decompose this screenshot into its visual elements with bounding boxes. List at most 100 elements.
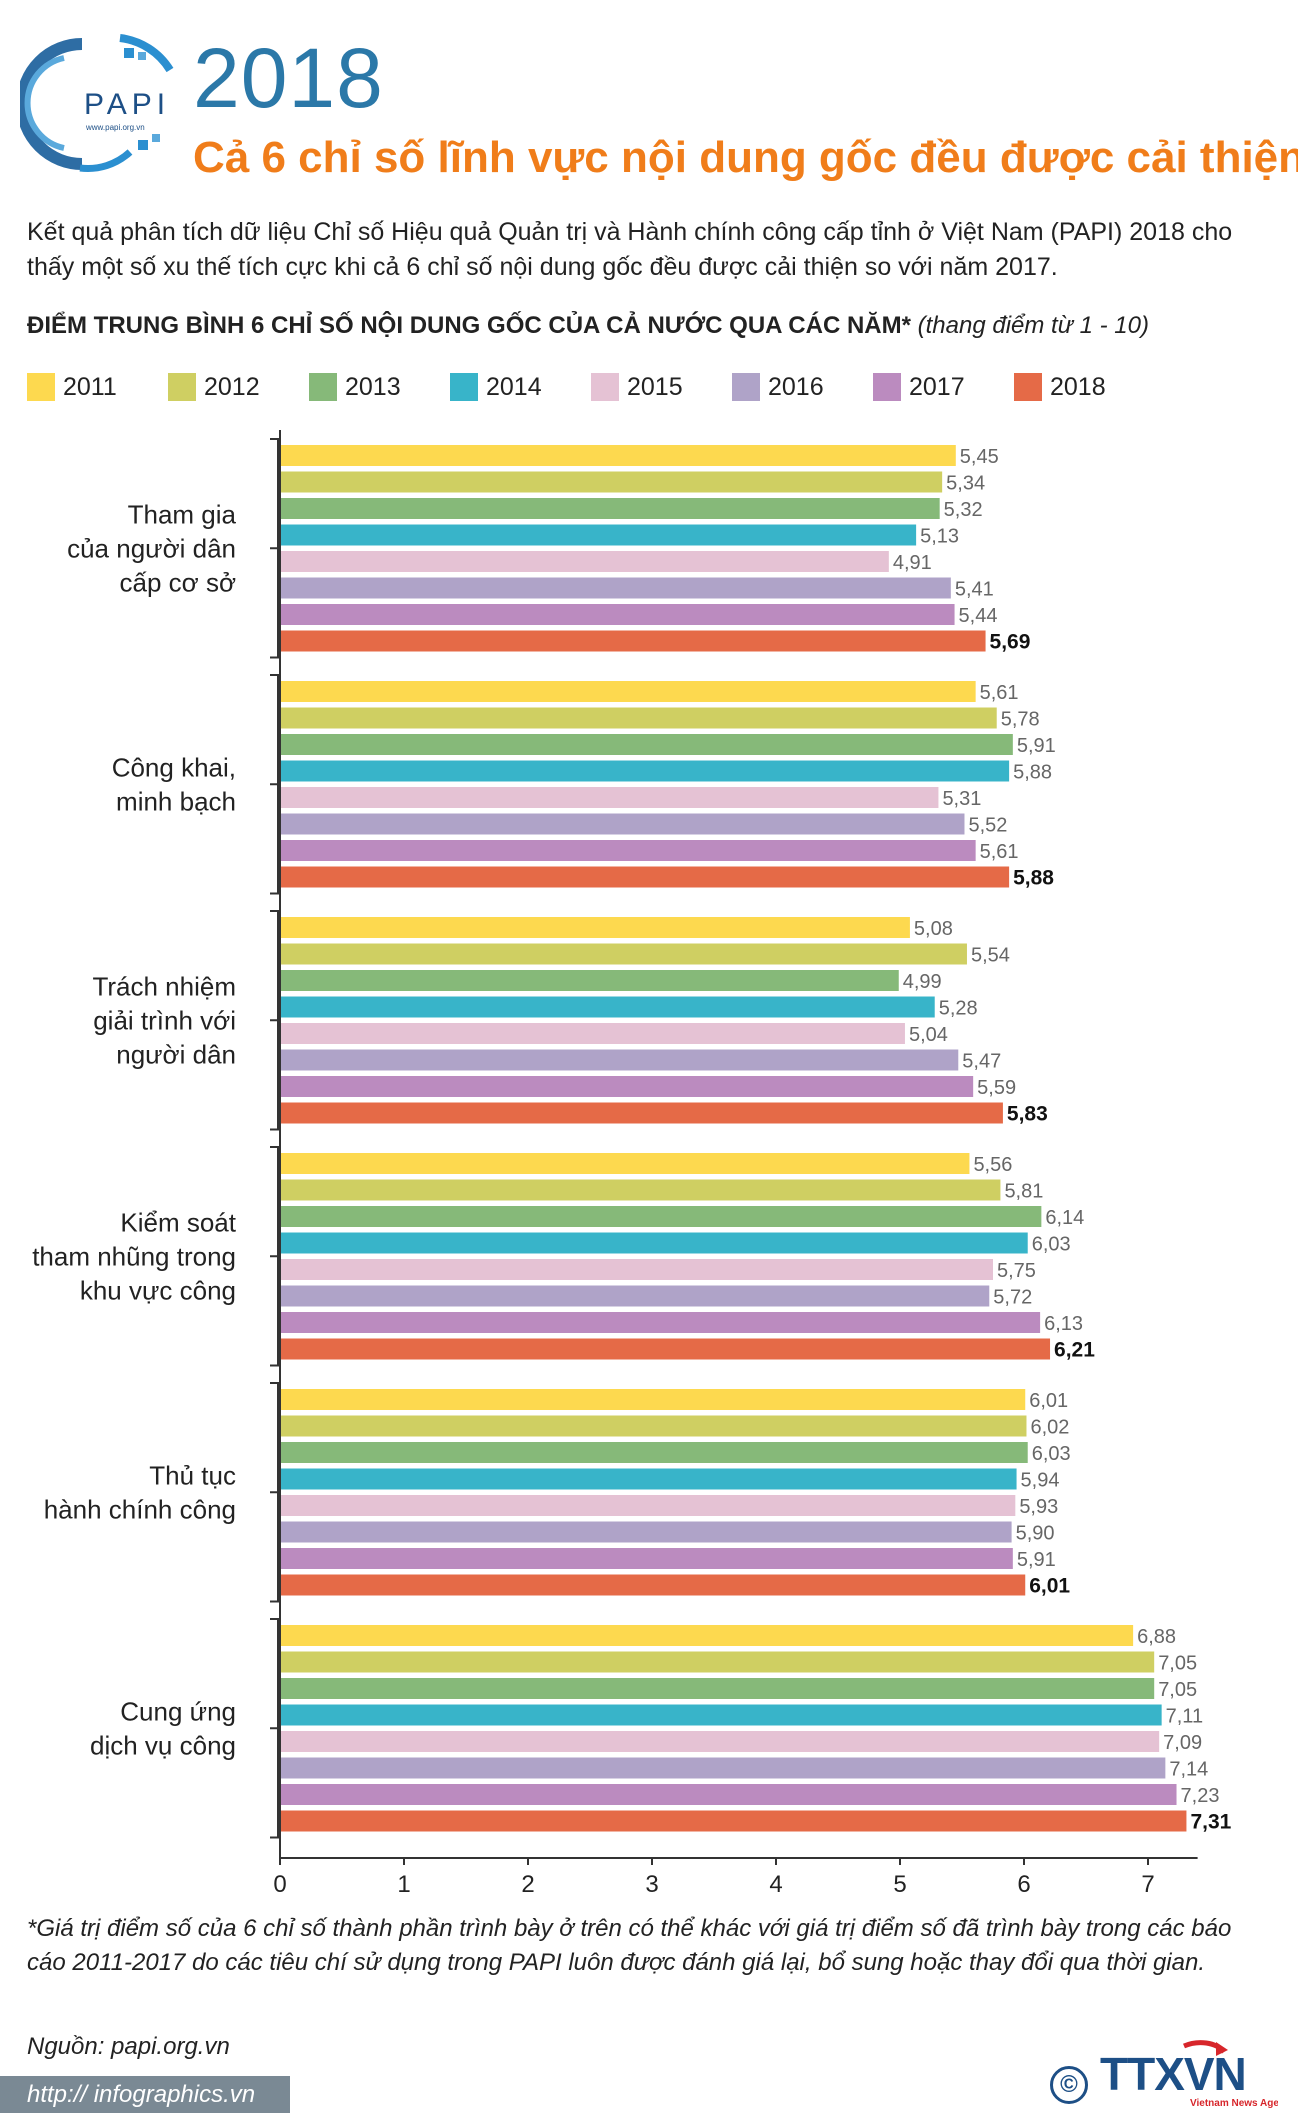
legend-swatch (591, 373, 619, 401)
data-label: 6,02 (1030, 1417, 1069, 1439)
bar-2012 (280, 1179, 1001, 1201)
copyright-icon: © (1050, 2066, 1088, 2104)
ttxvn-logo: TTXVN Vietnam News Agency (1100, 2040, 1278, 2109)
data-label: 5,44 (959, 605, 998, 627)
legend-label: 2018 (1050, 372, 1106, 401)
data-label: 7,09 (1163, 1732, 1202, 1754)
papi-logo: PAPI www.papi.org.vn (20, 34, 174, 172)
legend-swatch (1014, 373, 1042, 401)
data-label: 5,45 (960, 446, 999, 468)
bar-2016 (280, 813, 965, 835)
bar-2013 (280, 1442, 1028, 1463)
data-label: 5,54 (971, 945, 1010, 967)
data-label: 7,11 (1166, 1706, 1203, 1728)
chart-heading: ĐIỂM TRUNG BÌNH 6 CHỈ SỐ NỘI DUNG GỐC CỦ… (27, 312, 1149, 340)
bar-2012 (280, 707, 997, 729)
x-tick-label: 4 (769, 1871, 782, 1898)
bar-2014 (280, 1704, 1162, 1726)
bar-2013 (280, 1678, 1155, 1699)
data-label: 6,14 (1045, 1207, 1084, 1229)
data-label: 5,47 (962, 1051, 1001, 1073)
data-label: 5,69 (990, 631, 1031, 654)
data-label: 5,31 (942, 788, 981, 810)
bar-2017 (280, 1076, 974, 1097)
bar-2013 (280, 1206, 1042, 1227)
x-tick-label: 5 (893, 1871, 906, 1898)
bar-2016 (280, 1757, 1166, 1779)
bar-2015 (280, 551, 889, 572)
bar-2015 (280, 787, 939, 808)
legend-item-2018: 2018 (1014, 370, 1106, 404)
data-label: 5,52 (968, 815, 1007, 837)
legend-label: 2012 (204, 372, 260, 401)
data-label: 5,34 (946, 473, 985, 495)
data-label: 5,08 (914, 918, 953, 940)
legend-item-2015: 2015 (591, 370, 683, 404)
category-label: khu vực công (80, 1275, 236, 1305)
bar-2018 (280, 630, 986, 652)
legend-label: 2014 (486, 372, 542, 401)
group-bracket (270, 674, 279, 895)
data-label: 4,99 (903, 971, 942, 993)
group-bracket (270, 1146, 279, 1367)
bar-2011 (280, 445, 956, 466)
data-label: 5,78 (1001, 709, 1040, 731)
category-label: của người dân (67, 533, 236, 563)
group-bracket (270, 438, 279, 659)
legend-label: 2015 (627, 372, 683, 401)
x-tick-label: 3 (645, 1871, 658, 1898)
bar-2016 (280, 1285, 990, 1307)
bar-2017 (280, 604, 955, 625)
category-label: Tham gia (128, 499, 237, 529)
bar-2015 (280, 1495, 1016, 1516)
source-text: Nguồn: papi.org.vn (27, 2033, 230, 2060)
bar-2017 (280, 840, 976, 861)
data-label: 5,61 (980, 682, 1019, 704)
legend-label: 2017 (909, 372, 965, 401)
category-label: Kiểm soát (120, 1207, 236, 1237)
bar-2011 (280, 1625, 1134, 1646)
data-label: 7,05 (1158, 1653, 1197, 1675)
data-label: 6,03 (1032, 1443, 1071, 1465)
data-label: 5,91 (1017, 735, 1056, 757)
x-tick-label: 6 (1017, 1871, 1030, 1898)
logo-url: www.papi.org.vn (85, 123, 145, 132)
bar-2016 (280, 1521, 1012, 1543)
data-label: 5,56 (973, 1154, 1012, 1176)
bar-2013 (280, 970, 899, 991)
bar-2018 (280, 1810, 1187, 1832)
bar-2014 (280, 760, 1010, 782)
data-label: 6,13 (1044, 1313, 1083, 1335)
legend-label: 2013 (345, 372, 401, 401)
agency-name: TTXVN (1100, 2048, 1246, 2100)
data-label: 7,23 (1181, 1785, 1220, 1807)
category-label: Trách nhiệm (92, 971, 236, 1001)
bar-2017 (280, 1548, 1013, 1569)
legend-item-2012: 2012 (168, 370, 260, 404)
bar-2013 (280, 498, 940, 519)
infographics-url[interactable]: http:// infographics.vn (0, 2076, 290, 2113)
legend-label: 2016 (768, 372, 824, 401)
bar-2014 (280, 1232, 1028, 1254)
chart-legend: 2011 2012 2013 2014 2015 2016 2017 2018 (27, 370, 1277, 404)
data-label: 5,32 (944, 499, 983, 521)
bar-2018 (280, 1574, 1026, 1596)
data-label: 5,83 (1007, 1103, 1048, 1126)
legend-swatch (27, 373, 55, 401)
data-label: 5,28 (939, 998, 978, 1020)
data-label: 6,88 (1137, 1626, 1176, 1648)
data-label: 5,91 (1017, 1549, 1056, 1571)
category-label: Công khai, (112, 752, 236, 782)
bar-chart: Tham gia của người dân cấp cơ sở 5,45 5,34 5,… (32, 430, 1232, 1898)
category-label: minh bạch (116, 786, 236, 816)
bar-2011 (280, 1389, 1026, 1410)
legend-item-2011: 2011 (27, 370, 117, 404)
legend-item-2014: 2014 (450, 370, 542, 404)
group-bracket (270, 910, 279, 1131)
data-label: 5,81 (1004, 1181, 1043, 1203)
bar-2018 (280, 1102, 1003, 1124)
data-label: 5,59 (977, 1077, 1016, 1099)
data-label: 7,05 (1158, 1679, 1197, 1701)
data-label: 7,31 (1190, 1811, 1231, 1834)
data-label: 5,41 (955, 579, 994, 601)
